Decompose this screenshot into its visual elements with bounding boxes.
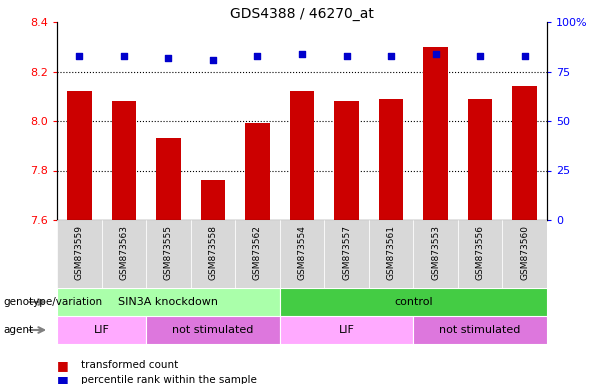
Bar (191, 220, 235, 288)
Text: genotype/variation: genotype/variation (3, 297, 102, 307)
Text: GSM873556: GSM873556 (476, 225, 485, 280)
Bar (413, 316, 547, 344)
Bar (57, 316, 146, 344)
Bar (245, 124, 270, 220)
Point (297, 51, 307, 57)
Bar (468, 99, 492, 220)
Bar (502, 220, 547, 288)
Text: GSM873554: GSM873554 (297, 225, 306, 280)
Text: GSM873560: GSM873560 (520, 225, 530, 280)
Text: GSM873561: GSM873561 (386, 225, 396, 280)
Text: GSM873555: GSM873555 (164, 225, 173, 280)
Text: GSM873562: GSM873562 (253, 225, 262, 280)
Bar (290, 91, 315, 220)
Bar (369, 220, 413, 288)
Bar (280, 288, 547, 316)
Text: not stimulated: not stimulated (172, 325, 254, 335)
Text: SIN3A knockdown: SIN3A knockdown (118, 297, 219, 307)
Text: GSM873559: GSM873559 (75, 225, 84, 280)
Bar (379, 99, 403, 220)
Bar (57, 288, 280, 316)
Text: control: control (394, 297, 433, 307)
Point (431, 51, 441, 57)
Text: GSM873553: GSM873553 (431, 225, 440, 280)
Text: agent: agent (3, 325, 33, 335)
Text: GSM873563: GSM873563 (120, 225, 128, 280)
Bar (67, 91, 91, 220)
Bar (111, 101, 136, 220)
Text: percentile rank within the sample: percentile rank within the sample (81, 376, 256, 384)
Bar (413, 220, 458, 288)
Bar (512, 86, 537, 220)
Bar (57, 220, 101, 288)
Point (520, 53, 530, 59)
Bar (156, 138, 181, 220)
Text: GSM873557: GSM873557 (342, 225, 351, 280)
Bar (235, 220, 280, 288)
Text: transformed count: transformed count (81, 360, 178, 370)
Point (75, 53, 84, 59)
Text: LIF: LIF (94, 325, 110, 335)
Bar (280, 316, 413, 344)
Point (208, 56, 217, 63)
Text: GSM873558: GSM873558 (209, 225, 217, 280)
Bar (201, 180, 225, 220)
Bar (146, 220, 191, 288)
Point (342, 53, 351, 59)
Bar (335, 101, 359, 220)
Text: not stimulated: not stimulated (439, 325, 521, 335)
Point (164, 55, 173, 61)
Bar (280, 220, 325, 288)
Bar (101, 220, 146, 288)
Point (475, 53, 485, 59)
Point (386, 53, 396, 59)
Bar (423, 47, 448, 220)
Point (119, 53, 128, 59)
Text: ■: ■ (57, 359, 69, 372)
Bar (458, 220, 502, 288)
Point (253, 53, 262, 59)
Bar (325, 220, 369, 288)
Title: GDS4388 / 46270_at: GDS4388 / 46270_at (230, 7, 374, 21)
Text: ■: ■ (57, 374, 69, 384)
Text: LIF: LIF (339, 325, 355, 335)
Bar (146, 316, 280, 344)
